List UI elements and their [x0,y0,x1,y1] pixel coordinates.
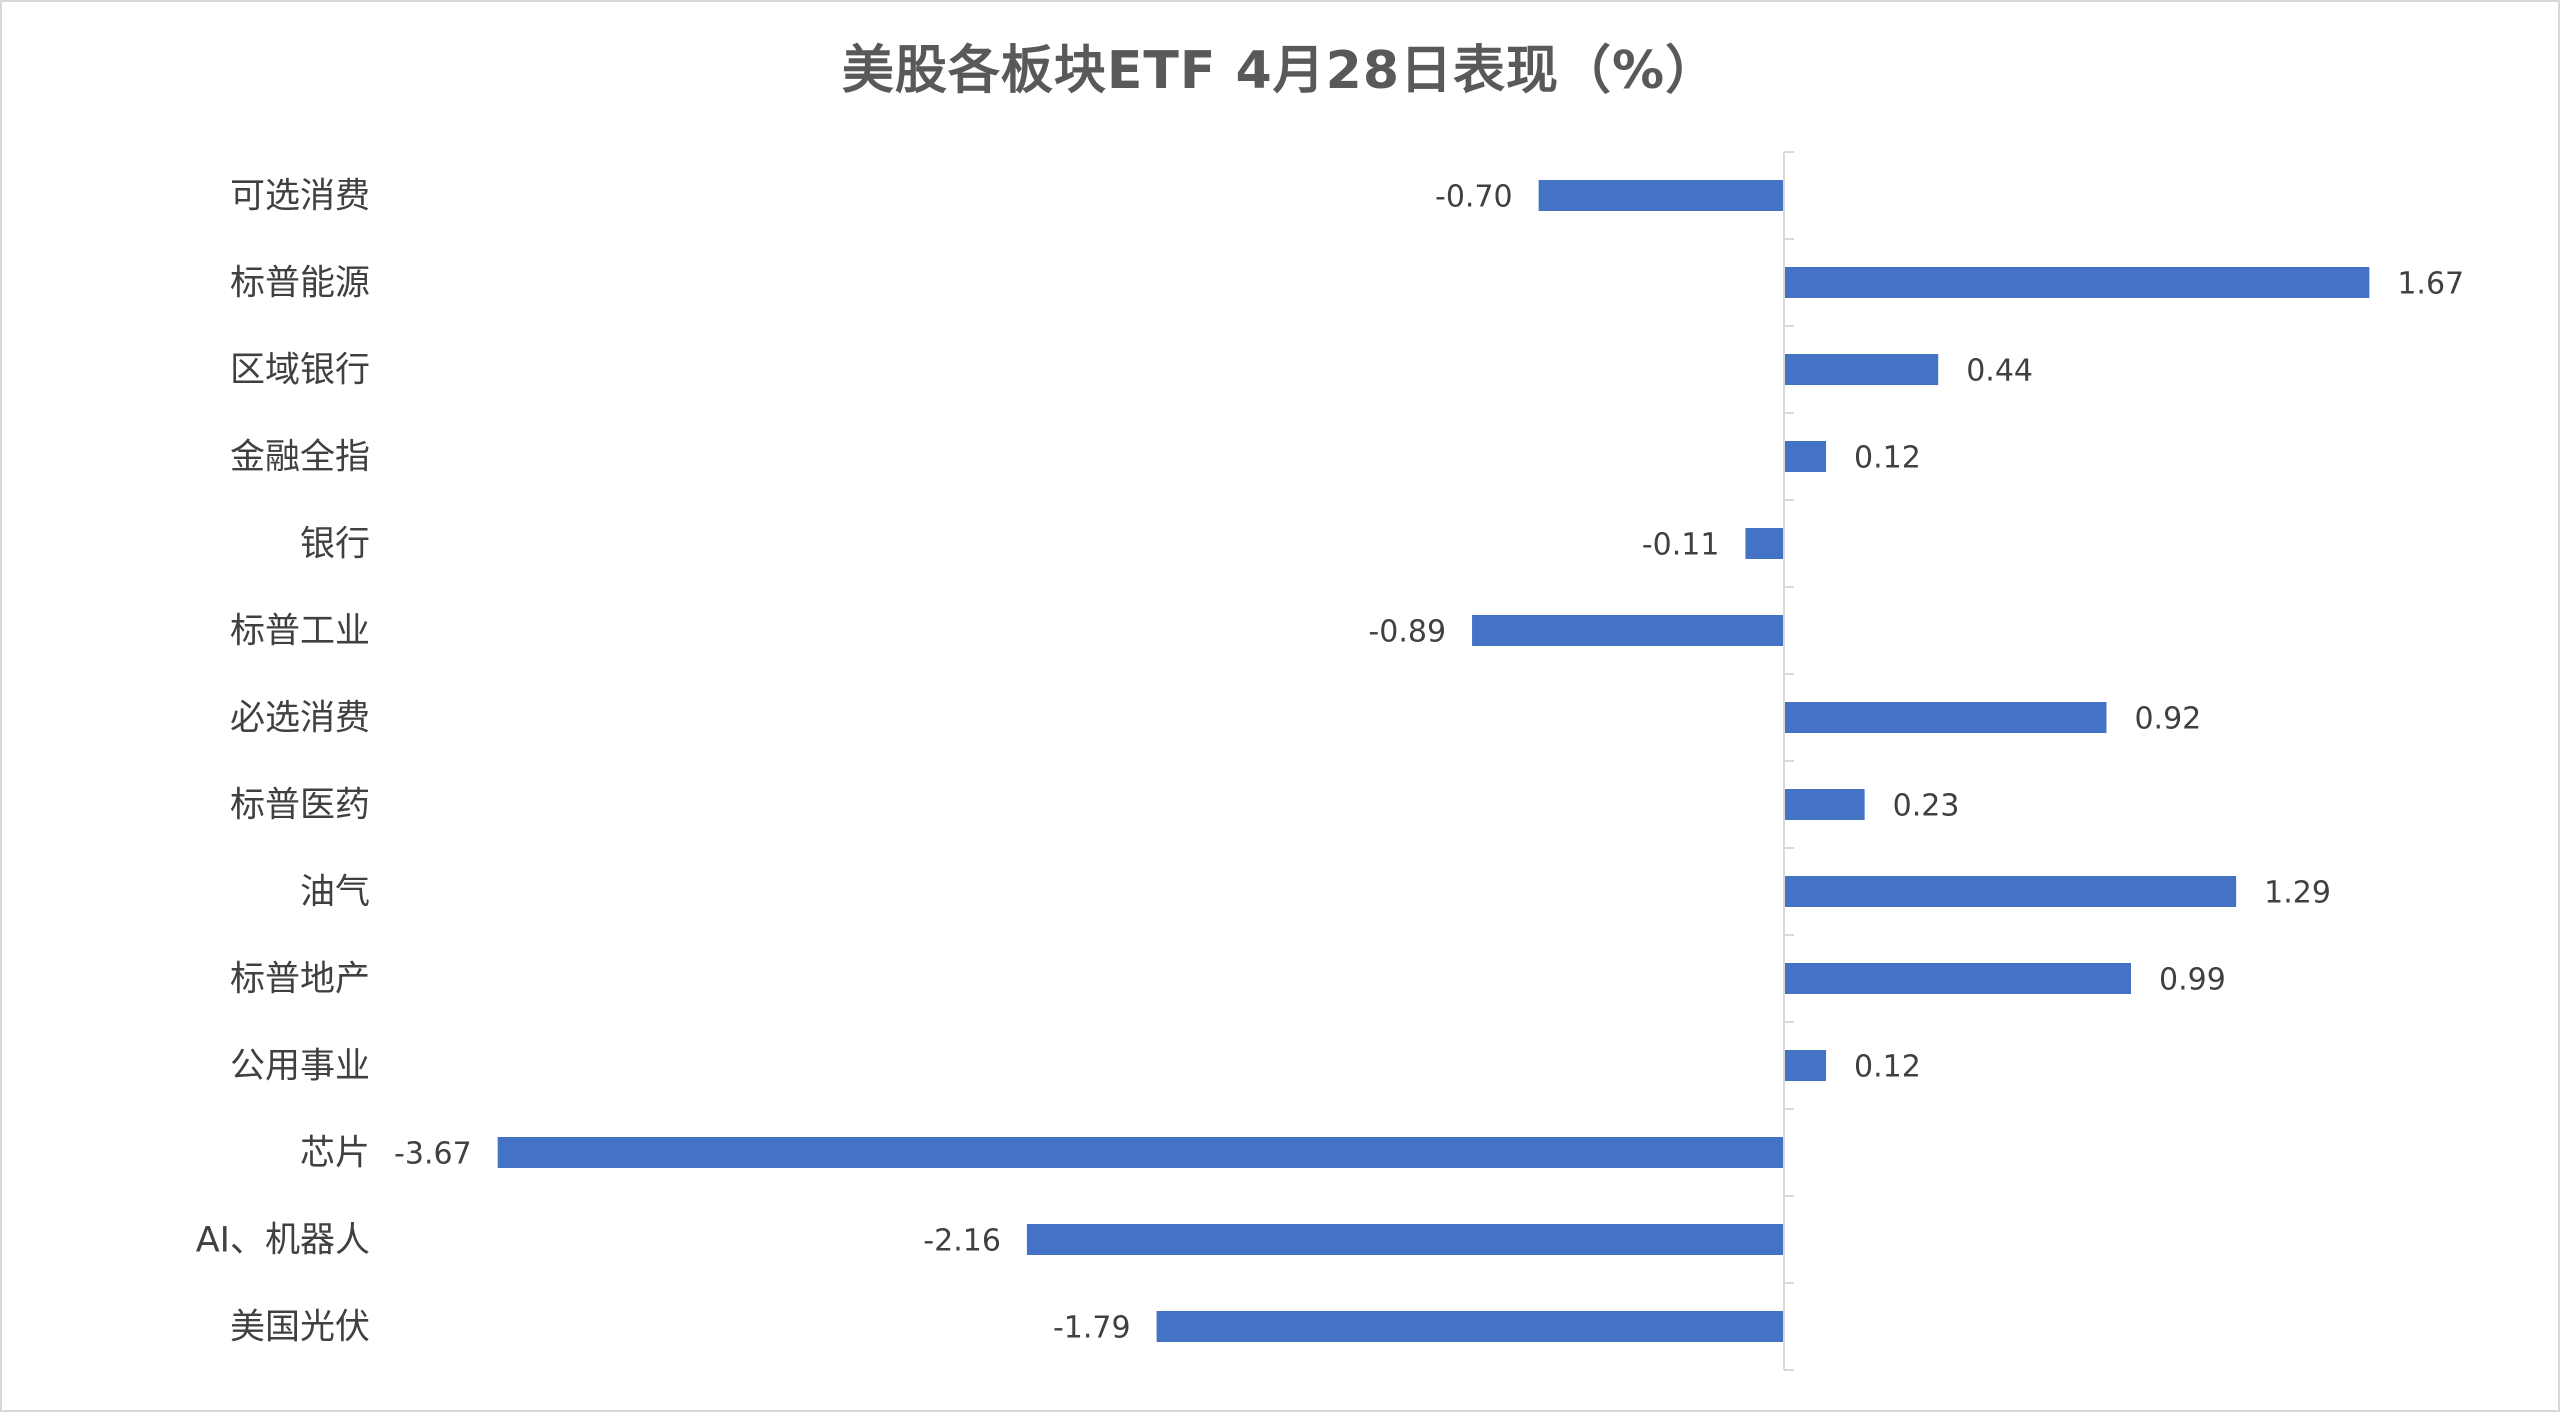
category-label: 公用事业 [230,1047,370,1087]
bars-layer [497,180,2370,1342]
category-label: 油气 [300,873,370,913]
data-label: -0.70 [1435,180,1513,215]
data-label: -1.79 [1053,1311,1131,1346]
category-label: AI、机器人 [196,1221,370,1261]
bar [1784,876,2237,907]
bar [1156,1311,1784,1342]
data-label: -0.89 [1368,615,1446,650]
bar [497,1137,1784,1168]
category-label: 标普工业 [230,612,370,652]
data-label: 1.29 [2264,876,2331,911]
data-label: 0.23 [1893,789,1960,824]
data-label: -2.16 [923,1224,1001,1259]
data-label: -3.67 [394,1137,472,1172]
data-label: -0.11 [1642,528,1720,563]
category-label: 必选消费 [230,699,370,739]
data-label: 0.92 [2134,702,2201,737]
data-label: 1.67 [2397,267,2464,302]
category-label: 银行 [300,525,370,565]
category-label: 金融全指 [230,438,370,478]
category-label: 标普医药 [230,786,370,826]
bar [1026,1224,1784,1255]
bar [1538,180,1784,211]
category-label: 标普地产 [230,960,370,1000]
category-axis [1783,151,1794,1371]
category-label: 可选消费 [230,177,370,217]
bar [1784,267,2370,298]
data-label: 0.99 [2159,963,2226,998]
category-label: 标普能源 [230,264,370,304]
category-label: 美国光伏 [230,1308,370,1348]
bar [1784,963,2131,994]
data-label: 0.44 [1966,354,2033,389]
bar [1745,528,1784,559]
bar [1784,354,1939,385]
bar [1784,1050,1827,1081]
chart-title: 美股各板块ETF 4月28日表现（%） [841,41,1719,101]
data-label: 0.12 [1854,1050,1921,1085]
category-label: 区域银行 [230,351,370,391]
category-label: 芯片 [300,1134,370,1174]
bar [1472,615,1784,646]
data-label: 0.12 [1854,441,1921,476]
bar [1784,789,1865,820]
labels-layer: 可选消费 -0.70 标普能源 1.67 区域银行 0.44 金融全指 0.12 银行 -0.11… [196,177,2464,1348]
bar [1784,702,2107,733]
bar [1784,441,1827,472]
